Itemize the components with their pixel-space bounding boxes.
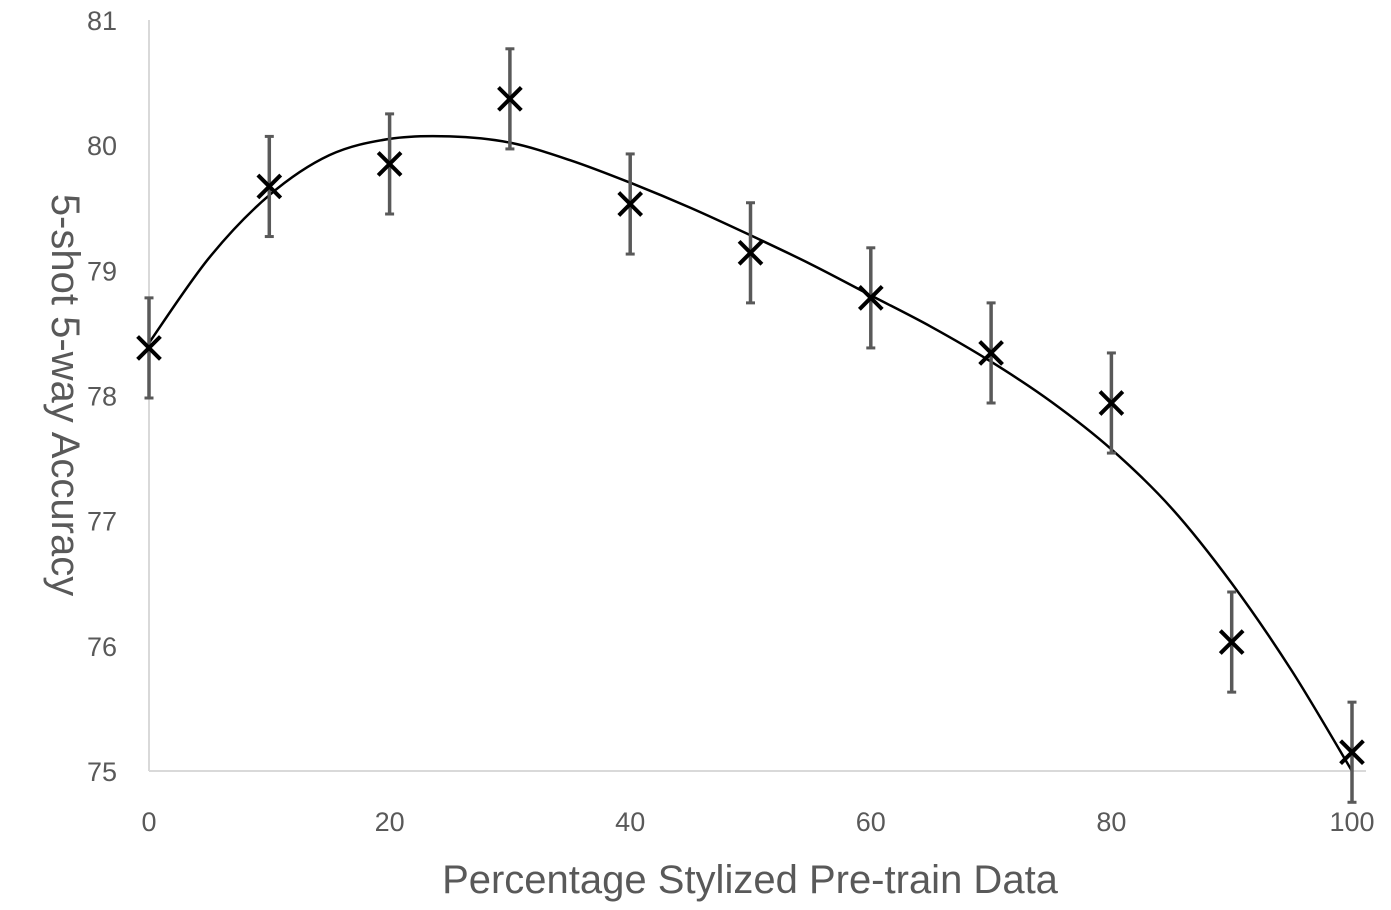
data-point-marker [617,191,644,217]
x-axis-title: Percentage Stylized Pre-train Data [442,858,1059,902]
data-point-marker [857,285,884,311]
x-tick-label: 60 [856,807,886,837]
y-tick-label: 79 [87,256,117,286]
axes [148,20,1366,772]
y-tick-label: 80 [87,131,117,161]
data-point-marker [256,173,283,200]
y-tick-label: 77 [87,507,117,537]
data-point-marker [1218,629,1245,655]
data-point-marker [737,239,764,266]
x-tick-labels: 0 20 40 60 80 100 [141,807,1374,837]
data-point-marker [136,335,162,361]
data-point-marker [1339,739,1365,766]
trendline [147,134,1354,772]
error-bars [144,47,1357,804]
x-tick-label: 80 [1096,807,1126,837]
x-tick-label: 100 [1329,807,1374,837]
y-tick-label: 78 [87,382,117,412]
x-tick-label: 40 [615,807,645,837]
y-tick-label: 81 [87,6,117,36]
x-tick-label: 0 [141,807,156,837]
trendline-group [147,134,1354,772]
data-point-marker [376,151,403,177]
data-point-marker [497,86,523,112]
data-points [136,86,1365,766]
y-tick-label: 76 [87,632,117,662]
data-point-marker [1098,390,1125,416]
y-tick-label: 75 [87,757,117,787]
x-tick-label: 20 [375,807,405,837]
y-tick-labels: 75 76 77 78 79 80 81 [87,6,117,787]
y-axis-title: 5-shot 5-way Accuracy [43,194,87,596]
data-point-marker [978,340,1004,366]
